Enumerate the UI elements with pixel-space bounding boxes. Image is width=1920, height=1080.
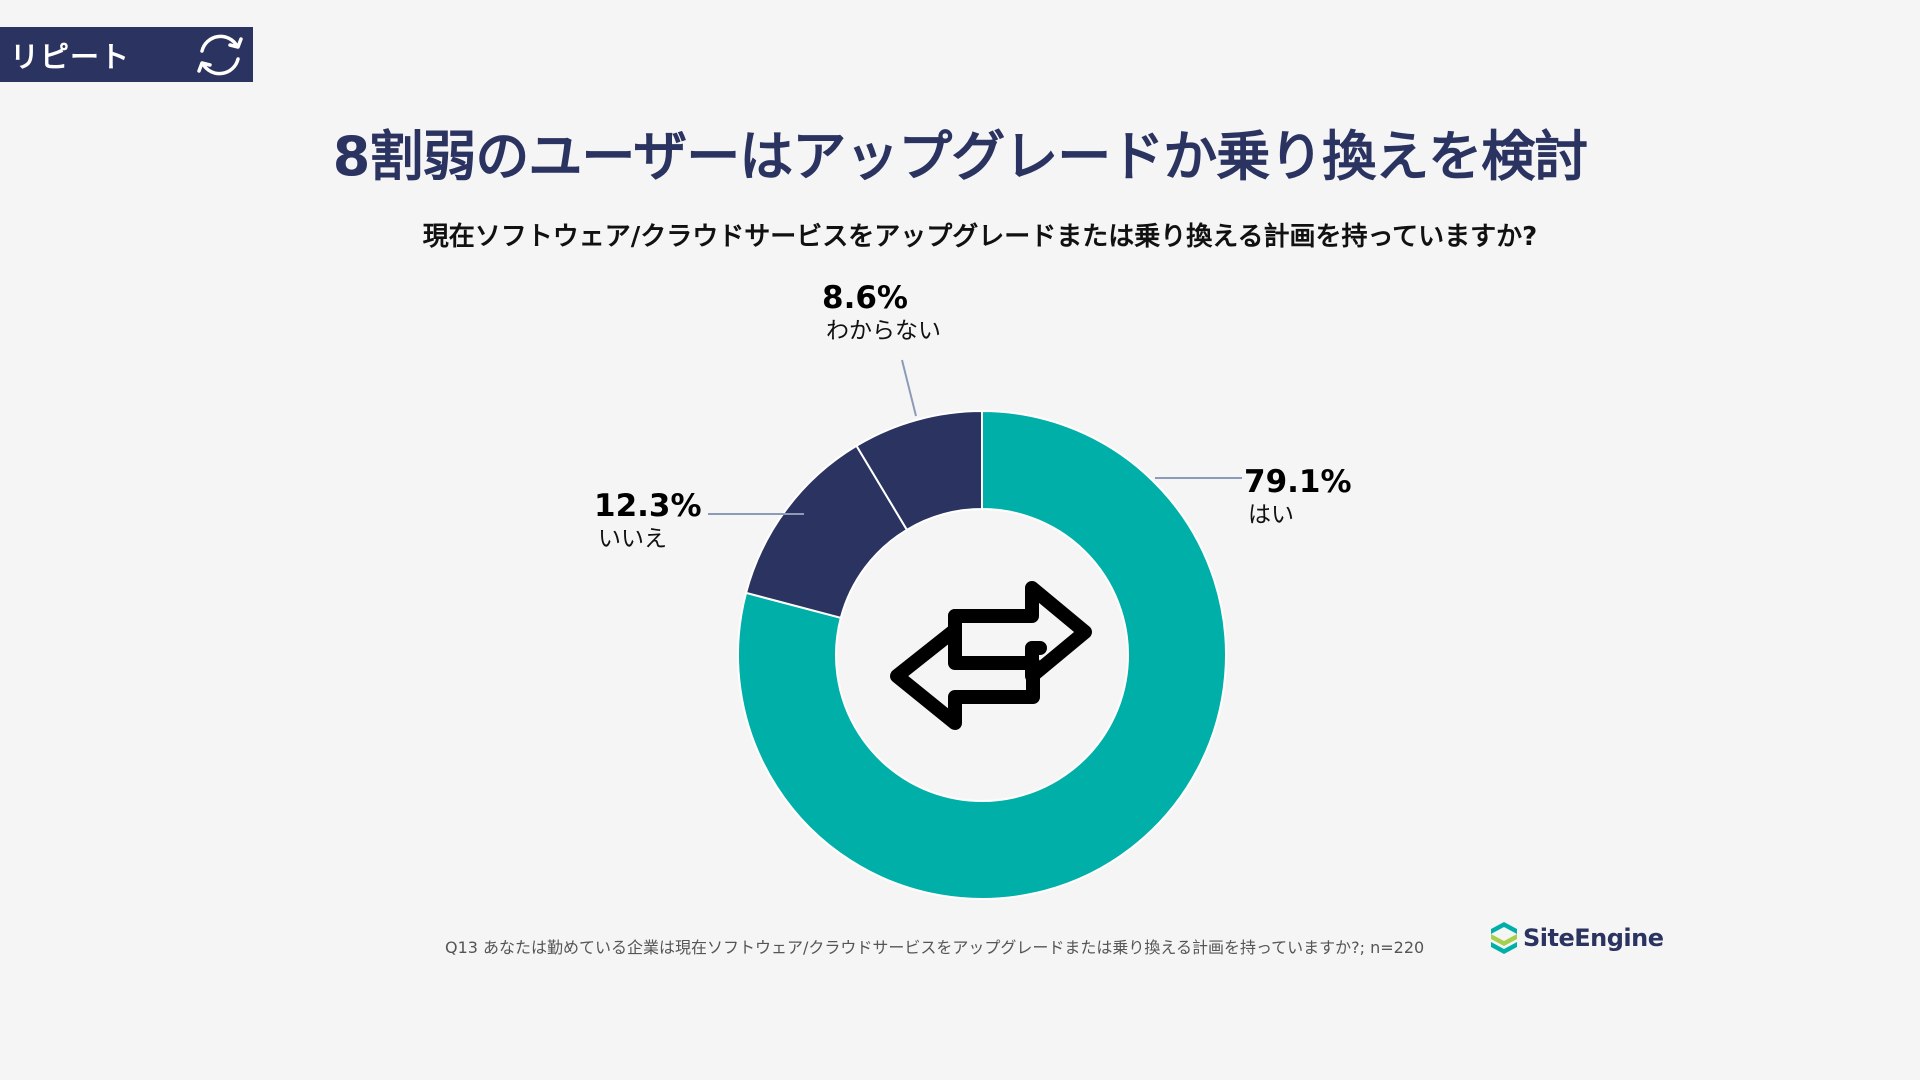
siteengine-logo: SiteEngine bbox=[1489, 918, 1664, 958]
swap-arrows-icon bbox=[890, 581, 1092, 730]
slice-percent-label: 79.1% bbox=[1244, 464, 1352, 500]
slice-percent-label: 8.6% bbox=[822, 280, 908, 316]
leader-line bbox=[901, 359, 917, 417]
repeat-badge: リピート bbox=[0, 27, 253, 82]
slice-category-label: はい bbox=[1248, 502, 1294, 528]
page-title: 8割弱のユーザーはアップグレードか乗り換えを検討 bbox=[332, 125, 1589, 188]
slice-category-label: いいえ bbox=[598, 526, 667, 552]
refresh-icon bbox=[197, 34, 243, 76]
donut-slice bbox=[855, 409, 983, 532]
logo-text: SiteEngine bbox=[1523, 924, 1664, 952]
donut-slice bbox=[737, 409, 1227, 900]
badge-label: リピート bbox=[10, 39, 131, 74]
siteengine-logo-icon bbox=[1491, 922, 1517, 954]
slice-percent-label: 12.3% bbox=[594, 488, 702, 524]
slice-category-label: わからない bbox=[826, 318, 941, 344]
chart-question: 現在ソフトウェア/クラウドサービスをアップグレードまたは乗り換える計画を持ってい… bbox=[422, 222, 1538, 252]
footnote: Q13 あなたは勤めている企業は現在ソフトウェア/クラウドサービスをアップグレー… bbox=[445, 938, 1425, 957]
